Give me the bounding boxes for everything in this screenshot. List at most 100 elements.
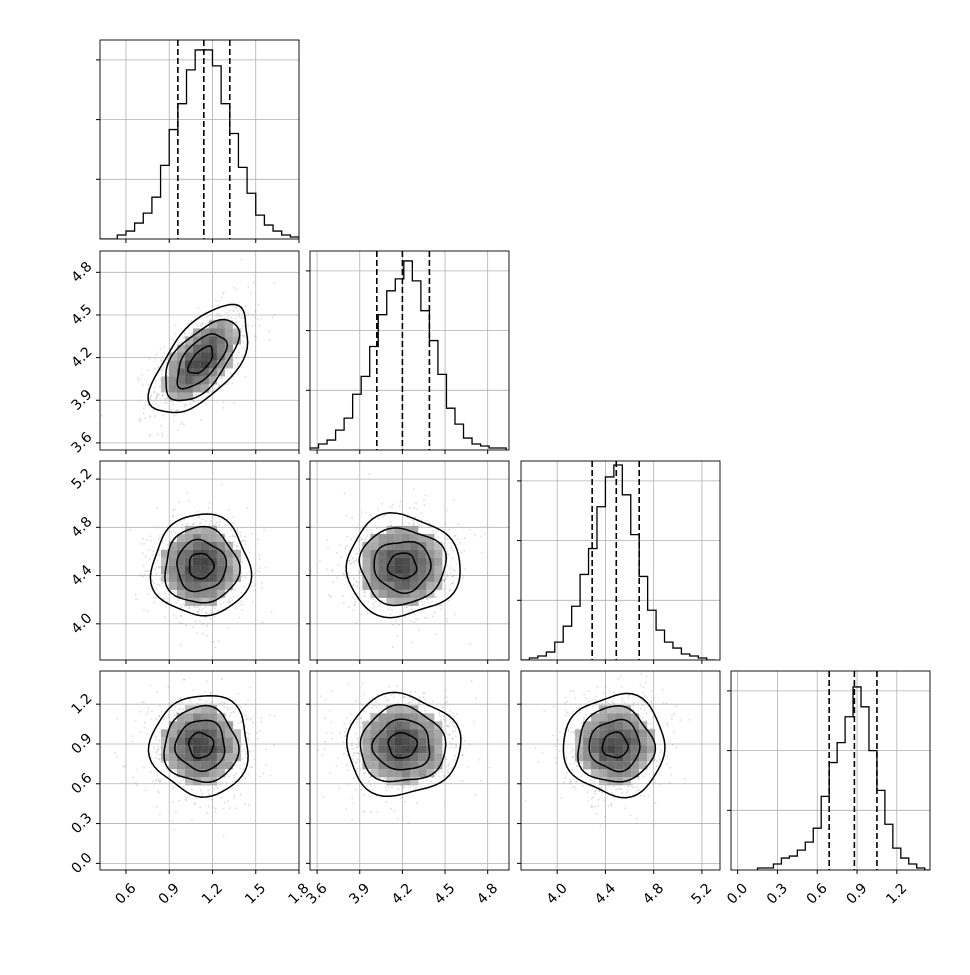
sample-point — [175, 346, 177, 348]
sample-point — [358, 587, 360, 589]
sample-point — [245, 577, 247, 579]
sample-point — [356, 559, 358, 561]
sample-point — [326, 569, 328, 571]
sample-point — [154, 568, 156, 570]
sample-point — [208, 806, 210, 808]
sample-point — [244, 543, 246, 545]
sample-point — [195, 323, 197, 325]
sample-point — [190, 403, 192, 405]
sample-point — [262, 622, 264, 624]
sample-point — [469, 743, 471, 745]
sample-point — [232, 522, 234, 524]
density-cell — [185, 558, 193, 566]
sample-point — [145, 570, 147, 572]
sample-point — [447, 770, 449, 772]
sample-point — [241, 576, 243, 578]
sample-point — [421, 525, 423, 527]
sample-point — [155, 736, 157, 738]
sample-point — [455, 736, 457, 738]
sample-point — [173, 591, 175, 593]
sample-point — [228, 509, 230, 511]
sample-point — [232, 781, 234, 783]
sample-point — [444, 804, 446, 806]
density-cell — [362, 550, 370, 558]
density-cell — [193, 566, 201, 574]
sample-point — [159, 584, 161, 586]
sample-point — [414, 516, 416, 518]
sample-point — [412, 609, 414, 611]
sample-point — [419, 704, 421, 706]
sample-point — [175, 706, 177, 708]
sample-point — [474, 794, 476, 796]
sample-point — [210, 390, 212, 392]
sample-point — [426, 617, 428, 619]
sample-point — [446, 620, 448, 622]
sample-point — [354, 752, 356, 754]
sample-point — [229, 807, 231, 809]
sample-point — [447, 564, 449, 566]
sample-point — [135, 782, 137, 784]
sample-point — [419, 697, 421, 699]
sample-point — [384, 783, 386, 785]
sample-point — [225, 715, 227, 717]
sample-point — [361, 538, 363, 540]
sample-point — [344, 492, 346, 494]
sample-point — [365, 595, 367, 597]
sample-point — [224, 702, 226, 704]
sample-point — [348, 607, 350, 609]
sample-point — [160, 425, 162, 427]
sample-point — [446, 701, 448, 703]
sample-point — [256, 732, 258, 734]
sample-point — [215, 786, 217, 788]
sample-point — [408, 702, 410, 704]
sample-point — [223, 602, 225, 604]
sample-point — [254, 310, 256, 312]
sample-point — [229, 601, 231, 603]
sample-point — [151, 554, 153, 556]
sample-point — [408, 523, 410, 525]
sample-point — [197, 611, 199, 613]
sample-point — [233, 516, 235, 518]
sample-point — [196, 703, 198, 705]
sample-point — [242, 356, 244, 358]
sample-point — [215, 808, 217, 810]
sample-point — [347, 769, 349, 771]
sample-point — [249, 766, 251, 768]
density-cell — [378, 566, 386, 574]
sample-point — [166, 402, 168, 404]
sample-point — [244, 714, 246, 716]
sample-point — [220, 603, 222, 605]
sample-point — [223, 706, 225, 708]
sample-point — [356, 744, 358, 746]
sample-point — [404, 616, 406, 618]
sample-point — [236, 545, 238, 547]
sample-point — [364, 810, 366, 812]
sample-point — [419, 600, 421, 602]
sample-point — [238, 722, 240, 724]
sample-point — [206, 612, 208, 614]
sample-point — [249, 551, 251, 553]
sample-point — [363, 710, 365, 712]
sample-point — [343, 602, 345, 604]
sample-point — [184, 406, 186, 408]
sample-point — [370, 514, 372, 516]
sample-point — [376, 528, 378, 530]
sample-point — [418, 629, 420, 631]
sample-point — [143, 573, 145, 575]
density-cell — [209, 336, 217, 344]
sample-point — [258, 554, 260, 556]
sample-point — [215, 811, 217, 813]
sample-point — [135, 593, 137, 595]
sample-point — [365, 512, 367, 514]
sample-point — [161, 371, 163, 373]
sample-point — [154, 386, 156, 388]
sample-point — [455, 727, 457, 729]
sample-point — [331, 738, 333, 740]
sample-point — [361, 613, 363, 615]
sample-point — [244, 376, 246, 378]
sample-point — [415, 618, 417, 620]
sample-point — [336, 577, 338, 579]
sample-point — [178, 501, 180, 503]
sample-point — [243, 586, 245, 588]
sample-point — [367, 535, 369, 537]
